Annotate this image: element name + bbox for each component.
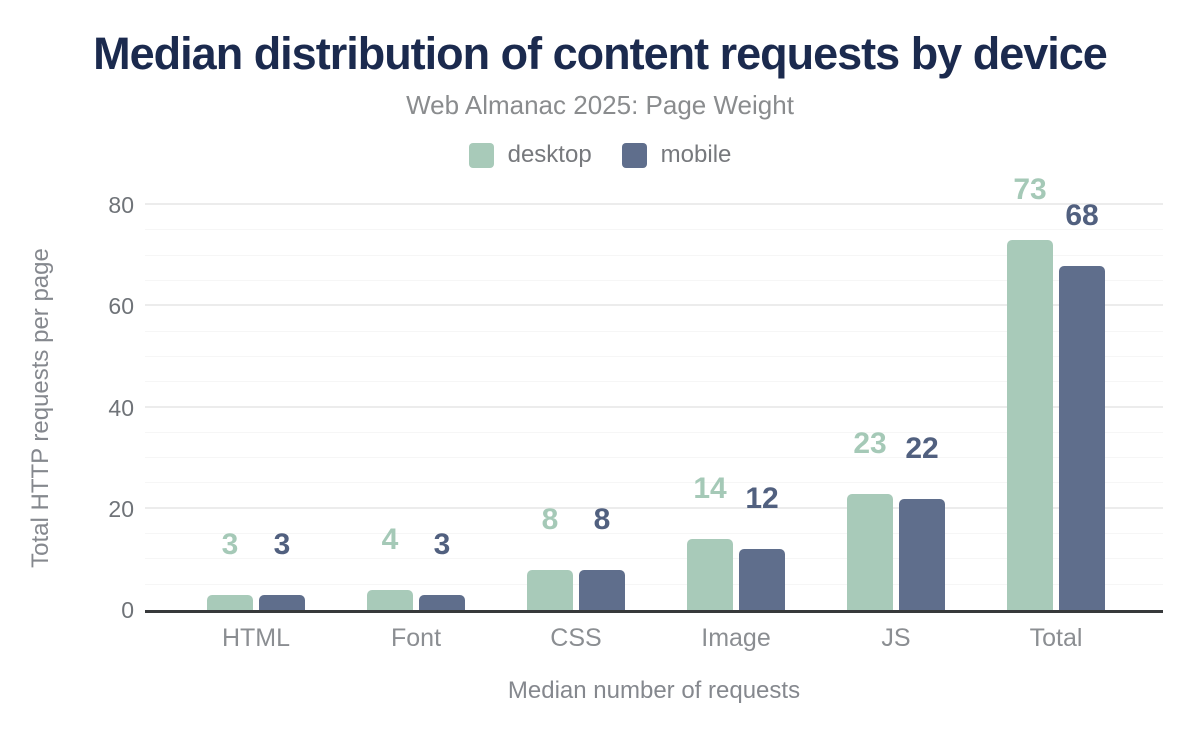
x-category-label-css: CSS (550, 624, 602, 652)
bar-mobile-font[interactable] (419, 594, 465, 610)
value-label-desktop-css: 8 (541, 502, 559, 536)
desktop-legend-swatch-icon (468, 142, 494, 168)
gridline-minor-70 (145, 254, 1163, 256)
gridline-minor-5 (145, 583, 1163, 585)
bar-mobile-image[interactable] (739, 549, 785, 610)
gridline-minor-30 (145, 457, 1163, 459)
gridline-major-80 (145, 203, 1163, 205)
value-label-desktop-html: 3 (221, 527, 239, 561)
gridline-minor-75 (145, 229, 1163, 231)
bar-desktop-css[interactable] (527, 569, 573, 610)
gridline-major-20 (145, 506, 1163, 509)
gridline-minor-10 (145, 558, 1163, 560)
plot-area: 3 3 HTML 4 3 Font 8 8 CSS 14 12 Image 23 22 JS 73 68 Tota… (145, 173, 1163, 652)
x-category-label-total: Total (1029, 624, 1083, 652)
value-label-desktop-total: 73 (1013, 173, 1047, 207)
y-tick-20: 20 (108, 495, 134, 522)
x-category-label-font: Font (390, 624, 442, 652)
legend-label-desktop: desktop (507, 141, 592, 168)
value-label-mobile-total: 68 (1065, 198, 1099, 232)
legend-item-mobile[interactable]: mobile (621, 141, 732, 169)
gridline-minor-65 (145, 279, 1163, 281)
value-label-mobile-js: 22 (905, 431, 939, 465)
bar-mobile-js[interactable] (899, 498, 945, 610)
y-tick-80: 80 (108, 192, 134, 218)
y-tick-0: 0 (121, 597, 134, 623)
chart-subtitle: Web Almanac 2025: Page Weight (406, 90, 794, 120)
bar-desktop-js[interactable] (847, 493, 893, 610)
bar-desktop-html[interactable] (207, 594, 253, 610)
chart-area: Total HTTP requests per page 3 3 HTML 4 3 Fon… (0, 173, 1200, 742)
legend-item-desktop[interactable]: desktop (468, 141, 592, 169)
value-label-desktop-image: 14 (693, 472, 727, 506)
y-tick-60: 60 (108, 293, 134, 320)
value-label-mobile-image: 12 (745, 482, 779, 516)
bar-mobile-total[interactable] (1059, 265, 1105, 610)
value-label-mobile-css: 8 (593, 502, 611, 536)
mobile-legend-swatch-icon (621, 142, 647, 168)
legend: desktop mobile (0, 141, 1200, 169)
bar-mobile-css[interactable] (579, 569, 625, 610)
gridline-minor-25 (145, 482, 1163, 484)
gridline-minor-15 (145, 533, 1163, 535)
x-category-label-image: Image (701, 624, 771, 652)
x-category-label-js: JS (881, 624, 911, 652)
x-axis-title: Median number of requests (507, 677, 801, 704)
y-tick-40: 40 (108, 394, 134, 421)
bar-desktop-total[interactable] (1007, 240, 1053, 610)
legend-label-mobile: mobile (660, 141, 732, 168)
gridline-minor-35 (145, 431, 1163, 433)
gridline-major-40 (145, 405, 1163, 408)
gridline-minor-50 (145, 355, 1163, 357)
value-label-mobile-html: 3 (273, 527, 291, 561)
value-label-mobile-font: 3 (433, 527, 451, 561)
chart-title: Median distribution of content requests … (93, 28, 1108, 79)
value-label-desktop-js: 23 (853, 426, 887, 460)
bar-mobile-html[interactable] (259, 594, 305, 610)
value-label-desktop-font: 4 (381, 522, 399, 556)
gridline-major-60 (145, 304, 1163, 307)
gridline-minor-55 (145, 330, 1163, 332)
bar-desktop-font[interactable] (367, 589, 413, 610)
gridline-minor-45 (145, 381, 1163, 383)
bar-desktop-image[interactable] (687, 539, 733, 610)
x-category-label-html: HTML (221, 624, 291, 652)
